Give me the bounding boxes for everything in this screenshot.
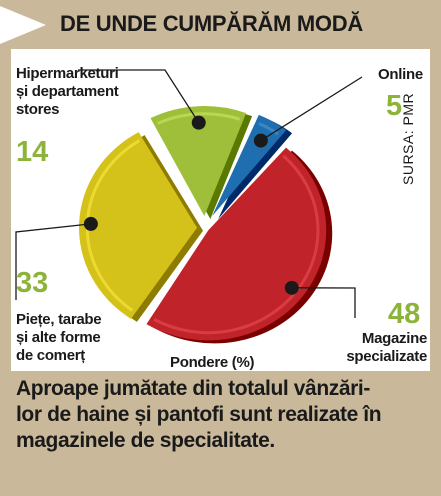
- slice-value-markets: 33: [16, 267, 49, 299]
- pie-slice-specialized: [146, 147, 333, 344]
- slice-value-specialized: 48: [388, 298, 421, 330]
- leader-dot-specialized: [284, 280, 299, 295]
- unit-label: Pondere (%): [170, 354, 255, 371]
- slice-label-hypermarkets: Hipermarketuri și departament stores: [16, 65, 119, 118]
- chart-title: DE UNDE CUMPĂRĂM MODĂ: [60, 11, 363, 36]
- slice-label-specialized: Magazine specializate: [346, 330, 427, 365]
- slice-value-online: 5: [386, 90, 403, 122]
- leader-dot-hypermarkets: [191, 115, 206, 130]
- pie-slice-hypermarkets-face: [150, 106, 247, 217]
- slice-label-online: Online: [378, 66, 423, 83]
- leader-online: [260, 76, 363, 142]
- leader-specialized: [291, 287, 356, 318]
- pie-slice-online-highlight: [258, 122, 279, 136]
- pie-slice-hypermarkets: [150, 106, 253, 220]
- leader-hypermarkets: [78, 69, 200, 124]
- slice-label-markets: Piețe, tarabe și alte forme de comerț: [16, 311, 102, 364]
- title-arrow-icon: [0, 6, 46, 44]
- caption: Aproape jumătate din totalul vânzări- lo…: [16, 377, 382, 452]
- title-bar: DE UNDE CUMPĂRĂM MODĂ: [0, 6, 441, 44]
- leader-markets: [15, 223, 91, 300]
- pie-slice-specialized-face: [146, 147, 327, 341]
- pie-slice-markets-face: [79, 132, 198, 319]
- slice-value-hypermarkets: 14: [16, 136, 49, 168]
- leader-dot-markets: [83, 216, 98, 231]
- leader-dot-online: [253, 133, 268, 148]
- source-label: SURSA: PMR: [400, 92, 416, 185]
- pie-slice-hypermarkets-highlight: [157, 112, 241, 125]
